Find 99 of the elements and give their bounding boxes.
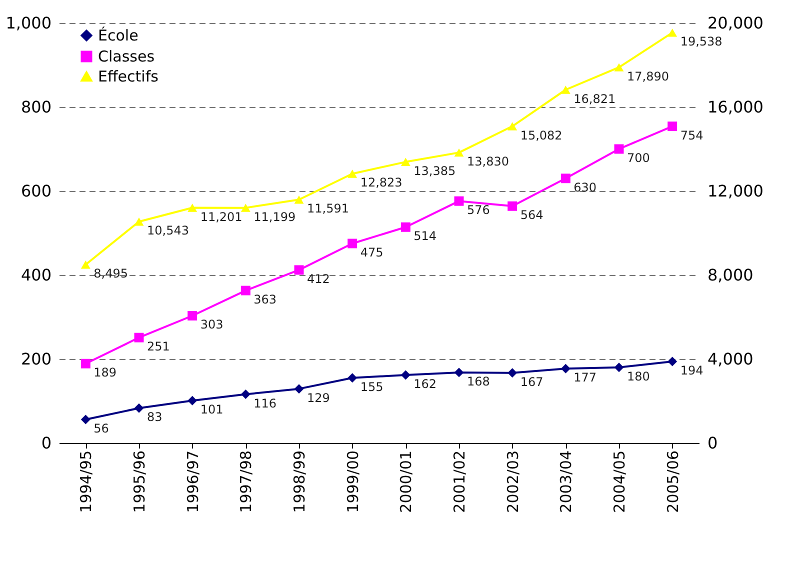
y-tick-label: 800 xyxy=(20,98,52,116)
point xyxy=(80,260,90,269)
y-tick-label: 0 xyxy=(41,434,52,452)
point xyxy=(614,362,624,372)
y2-tick-label: 16,000 xyxy=(708,98,764,116)
y2-tick-label: 12,000 xyxy=(708,182,764,200)
point xyxy=(454,148,464,157)
point xyxy=(188,204,198,212)
y2-tick-label: 0 xyxy=(708,434,718,452)
point xyxy=(400,158,410,166)
x-tick-label: 2004/05 xyxy=(610,450,628,513)
y-tick-label: 400 xyxy=(20,266,52,284)
data-label: 168 xyxy=(467,374,490,388)
data-label: 475 xyxy=(360,246,384,260)
y-tick-label: 1,000 xyxy=(6,14,52,32)
x-tick-label: 2003/04 xyxy=(557,450,576,513)
data-label: 189 xyxy=(94,366,117,380)
data-label: 11,199 xyxy=(254,210,296,224)
data-label: 12,823 xyxy=(360,176,402,190)
x-tick-label: 1998/99 xyxy=(290,450,308,513)
data-label: 251 xyxy=(147,340,170,354)
legend-label: École xyxy=(98,26,138,44)
data-label: 83 xyxy=(147,410,162,424)
point xyxy=(400,222,410,232)
data-label: 101 xyxy=(200,402,224,417)
point xyxy=(668,122,678,132)
data-label: 303 xyxy=(200,318,224,332)
point xyxy=(614,63,624,72)
point xyxy=(560,174,570,184)
data-label: 17,890 xyxy=(627,69,669,84)
point xyxy=(400,370,410,380)
data-label: 630 xyxy=(574,180,597,194)
x-tick-label: 2000/01 xyxy=(397,450,416,513)
x-tick-label: 1996/97 xyxy=(184,450,202,513)
point xyxy=(454,368,464,378)
data-label: 180 xyxy=(627,369,650,384)
x-tick-label: 1999/00 xyxy=(344,450,362,513)
data-label: 363 xyxy=(254,292,277,307)
point xyxy=(294,384,304,394)
data-label: 700 xyxy=(627,151,650,165)
data-label: 754 xyxy=(680,128,704,142)
point xyxy=(134,403,144,413)
y2-tick-label: 8,000 xyxy=(708,266,754,284)
point xyxy=(294,265,304,275)
legend-label: Classes xyxy=(98,48,155,66)
data-label: 16,821 xyxy=(574,92,616,106)
data-label: 177 xyxy=(574,370,597,385)
point xyxy=(560,364,570,374)
point xyxy=(508,122,518,130)
data-label: 56 xyxy=(94,421,109,436)
data-label: 19,538 xyxy=(680,34,722,49)
data-label: 8,495 xyxy=(94,266,128,281)
data-label: 514 xyxy=(414,229,437,244)
point xyxy=(560,86,570,94)
y-tick-label: 600 xyxy=(20,182,52,200)
x-tick-label: 1994/95 xyxy=(77,450,96,513)
point xyxy=(454,196,464,206)
x-tick-label: 2001/02 xyxy=(450,450,468,513)
y2-tick-label: 4,000 xyxy=(708,350,754,368)
point xyxy=(668,356,678,366)
y2-tick-label: 20,000 xyxy=(708,14,764,32)
data-label: 155 xyxy=(360,380,384,394)
data-label: 10,543 xyxy=(147,224,189,238)
data-label: 167 xyxy=(520,374,544,389)
data-label: 129 xyxy=(307,390,330,405)
legend-label: Effectifs xyxy=(98,68,159,86)
point xyxy=(134,217,144,226)
point xyxy=(348,170,358,178)
data-label: 412 xyxy=(307,272,330,286)
x-tick-label: 1997/98 xyxy=(237,450,256,513)
point xyxy=(240,286,250,296)
point xyxy=(348,238,358,248)
data-label: 13,385 xyxy=(414,164,456,178)
point xyxy=(80,358,90,368)
point xyxy=(134,332,144,342)
point xyxy=(80,414,90,424)
data-label: 11,591 xyxy=(307,202,349,216)
x-tick-label: 2005/06 xyxy=(664,450,682,513)
point xyxy=(240,390,250,400)
point xyxy=(188,310,198,320)
point xyxy=(240,204,250,212)
data-label: 194 xyxy=(680,364,704,378)
point xyxy=(508,368,518,378)
data-label: 116 xyxy=(254,396,277,410)
point xyxy=(348,373,358,383)
x-tick-label: 2002/03 xyxy=(504,450,522,513)
data-label: 13,830 xyxy=(467,154,509,169)
point xyxy=(668,28,678,37)
data-label: 564 xyxy=(520,208,544,222)
data-label: 15,082 xyxy=(520,128,562,142)
point xyxy=(508,201,518,211)
point xyxy=(188,396,198,406)
data-label: 576 xyxy=(467,203,490,218)
point xyxy=(614,144,624,154)
data-label: 11,201 xyxy=(200,210,242,224)
point xyxy=(294,195,304,204)
y-tick-label: 200 xyxy=(20,350,52,368)
data-label: 162 xyxy=(414,376,437,391)
x-tick-label: 1995/96 xyxy=(130,450,148,513)
